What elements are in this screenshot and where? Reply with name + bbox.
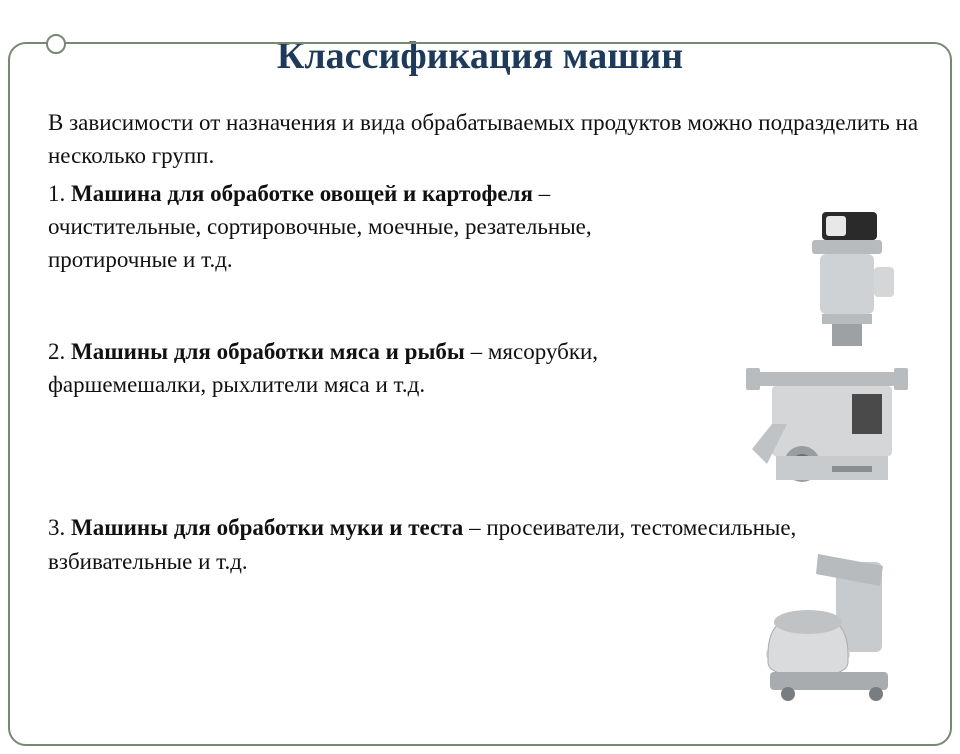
meat-grinder-icon: [732, 354, 922, 504]
frame-notch: [46, 34, 66, 54]
dough-mixer-icon: [758, 544, 908, 704]
peeler-machine-icon: [782, 202, 912, 352]
